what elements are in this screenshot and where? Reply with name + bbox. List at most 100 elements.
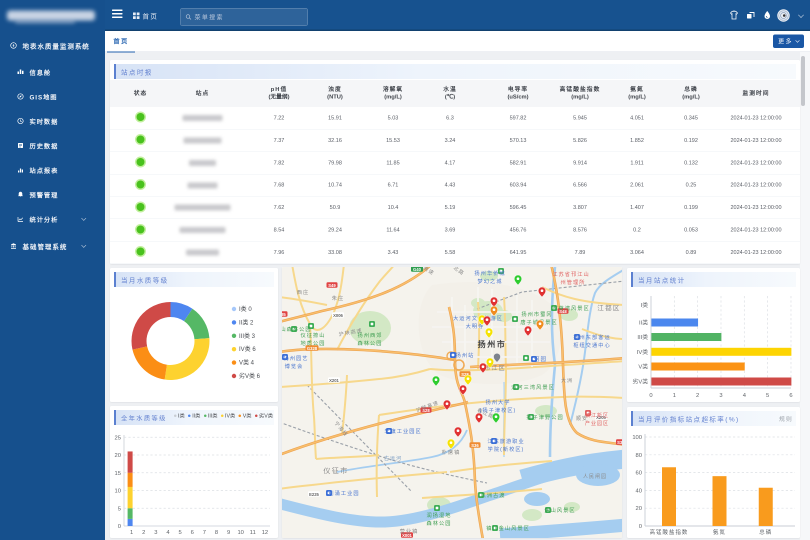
svg-text:扬州站: 扬州站 — [456, 351, 475, 359]
svg-text:高锰酸盐指数: 高锰酸盐指数 — [650, 528, 689, 536]
svg-text:学院(新校区): 学院(新校区) — [488, 445, 525, 453]
svg-text:II类: II类 — [639, 319, 648, 327]
svg-text:运河三湾风景区: 运河三湾风景区 — [511, 383, 555, 391]
svg-text:高速: 高速 — [422, 267, 436, 277]
svg-text:E225: E225 — [309, 492, 319, 497]
svg-text:朴席镇: 朴席镇 — [442, 448, 461, 456]
svg-text:8: 8 — [215, 530, 218, 536]
svg-text:II类 2: II类 2 — [239, 318, 254, 326]
svg-text:利涌工业园: 利涌工业园 — [328, 489, 359, 497]
svg-text:地质公园: 地质公园 — [301, 339, 326, 347]
svg-text:10: 10 — [115, 489, 121, 495]
svg-text:III类 3: III类 3 — [239, 332, 256, 340]
svg-text:S356: S356 — [617, 440, 622, 445]
svg-text:镇江金山风景区: 镇江金山风景区 — [486, 524, 530, 532]
svg-text:扬州大学: 扬州大学 — [486, 398, 511, 406]
svg-text:扬州华侨城: 扬州华侨城 — [474, 269, 505, 277]
svg-text:江苏旅游职业: 江苏旅游职业 — [487, 437, 524, 445]
svg-text:6: 6 — [789, 393, 792, 399]
svg-text:1: 1 — [130, 530, 133, 536]
svg-text:扬州园艺: 扬州园艺 — [284, 354, 309, 362]
svg-text:大运河文化旅游区: 大运河文化旅游区 — [453, 314, 503, 322]
svg-text:华旗工业园区: 华旗工业园区 — [384, 427, 421, 435]
svg-text:1: 1 — [673, 393, 676, 399]
svg-text:40: 40 — [636, 488, 642, 494]
svg-text:仪征市: 仪征市 — [323, 466, 348, 475]
svg-text:G328: G328 — [307, 346, 318, 351]
svg-text:5: 5 — [178, 530, 181, 536]
svg-text:60: 60 — [636, 471, 642, 477]
svg-text:梦幻之城: 梦幻之城 — [478, 277, 503, 285]
svg-text:扬州市: 扬州市 — [478, 339, 507, 349]
svg-text:总磷: 总磷 — [759, 528, 772, 536]
svg-text:4: 4 — [743, 393, 747, 399]
svg-text:江都区: 江都区 — [597, 304, 620, 312]
svg-text:25: 25 — [115, 435, 121, 441]
svg-text:5: 5 — [118, 506, 121, 512]
svg-text:朱庄: 朱庄 — [332, 294, 344, 302]
svg-text:V类 4: V类 4 — [239, 359, 255, 367]
svg-text:森林公园: 森林公园 — [358, 339, 383, 347]
svg-text:III类: III类 — [637, 333, 648, 341]
svg-text:X205: X205 — [596, 415, 606, 420]
svg-text:S35: S35 — [282, 312, 286, 317]
svg-text:X006: X006 — [333, 313, 343, 318]
svg-text:大洲: 大洲 — [561, 377, 573, 384]
svg-text:大明寺: 大明寺 — [466, 322, 485, 330]
svg-text:S28: S28 — [422, 408, 430, 413]
svg-text:镇江新区: 镇江新区 — [585, 412, 609, 419]
svg-text:江苏省邗江山: 江苏省邗江山 — [552, 270, 589, 278]
svg-text:S36: S36 — [471, 443, 479, 448]
svg-text:6: 6 — [191, 530, 194, 536]
svg-text:氨氮: 氨氮 — [713, 528, 726, 536]
svg-text:古运河: 古运河 — [384, 455, 402, 462]
svg-text:9: 9 — [227, 530, 230, 536]
svg-text:北路: 北路 — [452, 267, 466, 277]
svg-text:5: 5 — [766, 393, 769, 399]
svg-text:7: 7 — [203, 530, 206, 536]
svg-text:西庄: 西庄 — [297, 288, 309, 296]
svg-text:森林公园: 森林公园 — [427, 519, 452, 527]
svg-text:10: 10 — [237, 530, 243, 536]
svg-text:0: 0 — [639, 524, 642, 530]
svg-text:润扬湿地: 润扬湿地 — [427, 511, 452, 519]
svg-text:S28: S28 — [461, 372, 469, 377]
svg-text:3: 3 — [719, 393, 722, 399]
svg-text:仪征捺山: 仪征捺山 — [301, 331, 326, 339]
svg-text:瓜洲古渡: 瓜洲古渡 — [481, 491, 506, 499]
svg-text:100: 100 — [632, 435, 642, 441]
svg-text:X001: X001 — [402, 533, 412, 538]
svg-text:人民闸园: 人民闸园 — [583, 473, 607, 480]
svg-text:2: 2 — [696, 393, 699, 399]
svg-text:11: 11 — [250, 530, 256, 536]
svg-text:扬子津野公园: 扬子津野公园 — [526, 413, 563, 421]
svg-text:顺安: 顺安 — [576, 415, 588, 422]
svg-text:80: 80 — [636, 453, 642, 459]
svg-text:S48: S48 — [559, 309, 567, 314]
svg-text:枢纽交通中心: 枢纽交通中心 — [573, 341, 610, 349]
svg-text:2: 2 — [142, 530, 145, 536]
svg-text:茑萸湾风景区: 茑萸湾风景区 — [552, 304, 589, 312]
svg-text:劣V类: 劣V类 — [633, 378, 649, 386]
svg-text:营业镇: 营业镇 — [400, 527, 419, 535]
svg-text:4: 4 — [166, 530, 170, 536]
svg-text:I类: I类 — [641, 301, 649, 309]
svg-text:IV类: IV类 — [637, 348, 648, 356]
svg-text:15: 15 — [115, 471, 121, 477]
svg-text:I类 0: I类 0 — [239, 305, 252, 313]
svg-text:IV类 6: IV类 6 — [239, 345, 256, 353]
svg-text:S49: S49 — [328, 283, 336, 288]
svg-text:3: 3 — [154, 530, 157, 536]
svg-text:焦山风景区: 焦山风景区 — [544, 506, 575, 514]
svg-text:扬州市蜀冈: 扬州市蜀冈 — [521, 310, 552, 318]
svg-text:12: 12 — [262, 530, 268, 536]
svg-text:(扬子津校区): (扬子津校区) — [480, 406, 517, 414]
svg-text:沪陕高速: 沪陕高速 — [338, 327, 363, 338]
svg-text:0: 0 — [649, 393, 652, 399]
svg-text:州管理所: 州管理所 — [561, 278, 586, 286]
svg-text:G40: G40 — [413, 267, 422, 272]
svg-text:扬州东部客运: 扬州东部客运 — [573, 333, 610, 341]
svg-text:0: 0 — [118, 524, 121, 530]
svg-text:扬州西郊: 扬州西郊 — [358, 331, 383, 339]
svg-text:20: 20 — [115, 453, 121, 459]
